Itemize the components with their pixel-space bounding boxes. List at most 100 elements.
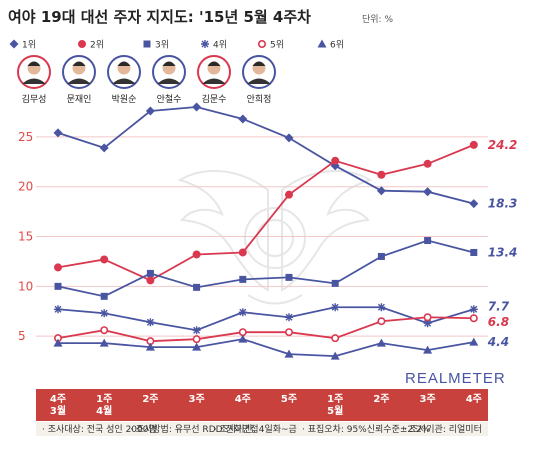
data-point	[54, 263, 62, 272]
legend: 1위 2위 3위 4위 5위 6위	[9, 39, 344, 51]
x-tick-line: 5월	[327, 405, 343, 417]
data-point	[285, 313, 293, 322]
data-point	[146, 318, 155, 327]
data-point	[377, 317, 386, 326]
data-point	[284, 133, 294, 143]
data-point	[192, 335, 201, 344]
legend-marker-icon	[78, 40, 86, 48]
series-line	[58, 338, 474, 358]
data-point	[238, 308, 247, 317]
footer-item: · 조사기관: 리얼미터	[404, 424, 482, 435]
x-tick-label: 5주	[281, 393, 297, 405]
data-point	[100, 309, 109, 318]
series-line	[57, 144, 475, 282]
legend-marker-icon	[317, 39, 327, 48]
data-point	[284, 328, 293, 337]
data-point	[99, 338, 109, 347]
data-point	[238, 114, 248, 124]
series-line	[57, 306, 475, 332]
y-axis: 5 10 15 20 25	[18, 130, 33, 343]
data-point	[423, 313, 432, 322]
series	[53, 313, 478, 346]
series-lines	[53, 102, 479, 360]
data-point	[53, 128, 63, 138]
x-tick-label: 4주	[235, 393, 251, 405]
legend-marker-icon	[257, 39, 266, 48]
x-tick-label: 3주	[189, 393, 205, 405]
data-point	[54, 305, 62, 314]
data-point	[100, 255, 109, 264]
x-tick-line: 2주	[142, 393, 158, 405]
data-point	[192, 102, 202, 112]
data-point	[285, 190, 293, 199]
data-point	[469, 199, 479, 209]
data-point	[377, 303, 386, 312]
data-point	[145, 106, 155, 116]
series	[53, 334, 479, 360]
data-point	[238, 334, 248, 343]
data-point	[376, 338, 386, 347]
legend-label: 6위	[330, 40, 344, 51]
data-point	[424, 237, 432, 245]
series	[54, 140, 478, 285]
data-point	[193, 283, 201, 291]
end-labels: 18.3 24.2 13.4 7.7 6.8 4.4	[487, 138, 518, 349]
data-point	[192, 342, 202, 351]
data-point	[469, 305, 478, 314]
grid	[36, 136, 488, 337]
unit-label: 단위: %	[362, 14, 393, 25]
data-point	[377, 170, 386, 179]
x-tick-line: 5주	[281, 393, 297, 405]
realmeter-logo: REALMETER	[405, 370, 506, 387]
legend-item: 6위	[317, 39, 344, 51]
candidate-name: 안희정	[247, 93, 272, 105]
data-point	[239, 275, 247, 283]
y-tick-label: 15	[18, 230, 33, 244]
series-line	[57, 106, 475, 205]
data-point	[99, 143, 109, 153]
data-point	[330, 351, 340, 360]
candidate-portraits: 김무성 문재인 박원순 안철수 김문수 안희정	[17, 55, 276, 105]
person-portrait-icon	[202, 61, 226, 84]
series	[53, 102, 479, 209]
legend-label: 4위	[213, 40, 227, 51]
candidate: 안철수	[152, 55, 186, 105]
x-tick-line: 4주	[235, 393, 251, 405]
legend-marker-icon	[201, 40, 209, 48]
data-point	[377, 252, 385, 260]
x-tick-line: 2주	[373, 393, 389, 405]
data-point	[331, 334, 340, 343]
data-point	[284, 349, 294, 358]
end-value-label: 4.4	[487, 335, 509, 349]
x-tick-line: 4주	[466, 393, 482, 405]
series-line	[57, 239, 475, 298]
x-tick-line: 3월	[50, 405, 66, 417]
candidate-name: 김문수	[202, 93, 227, 105]
legend-label: 2위	[90, 40, 104, 51]
data-point	[331, 303, 340, 312]
y-tick-label: 10	[18, 279, 33, 293]
x-axis-band	[36, 389, 488, 421]
footer-bar	[36, 422, 488, 436]
emblem-watermark-icon	[177, 170, 373, 305]
data-point	[145, 342, 155, 351]
person-portrait-icon	[247, 61, 271, 84]
y-tick-label: 5	[18, 329, 26, 343]
data-point	[192, 326, 201, 335]
x-tick-label: 2주	[373, 393, 389, 405]
data-point	[238, 328, 247, 337]
x-tick-line: 1주	[327, 393, 343, 405]
data-point	[146, 269, 154, 277]
footer-item: · 표집오차: 95%신뢰수준±2.2%	[302, 423, 431, 435]
x-tick-line: 4주	[50, 393, 66, 405]
data-point	[100, 326, 109, 335]
chart-title: 여야 19대 대선 주자 지지도: '15년 5월 4주차	[8, 8, 311, 26]
legend-item: 2위	[78, 40, 104, 51]
x-tick-label: 4주	[466, 393, 482, 405]
legend-marker-icon	[9, 39, 19, 49]
series	[54, 237, 478, 300]
data-point	[53, 338, 63, 347]
data-point	[423, 345, 433, 354]
